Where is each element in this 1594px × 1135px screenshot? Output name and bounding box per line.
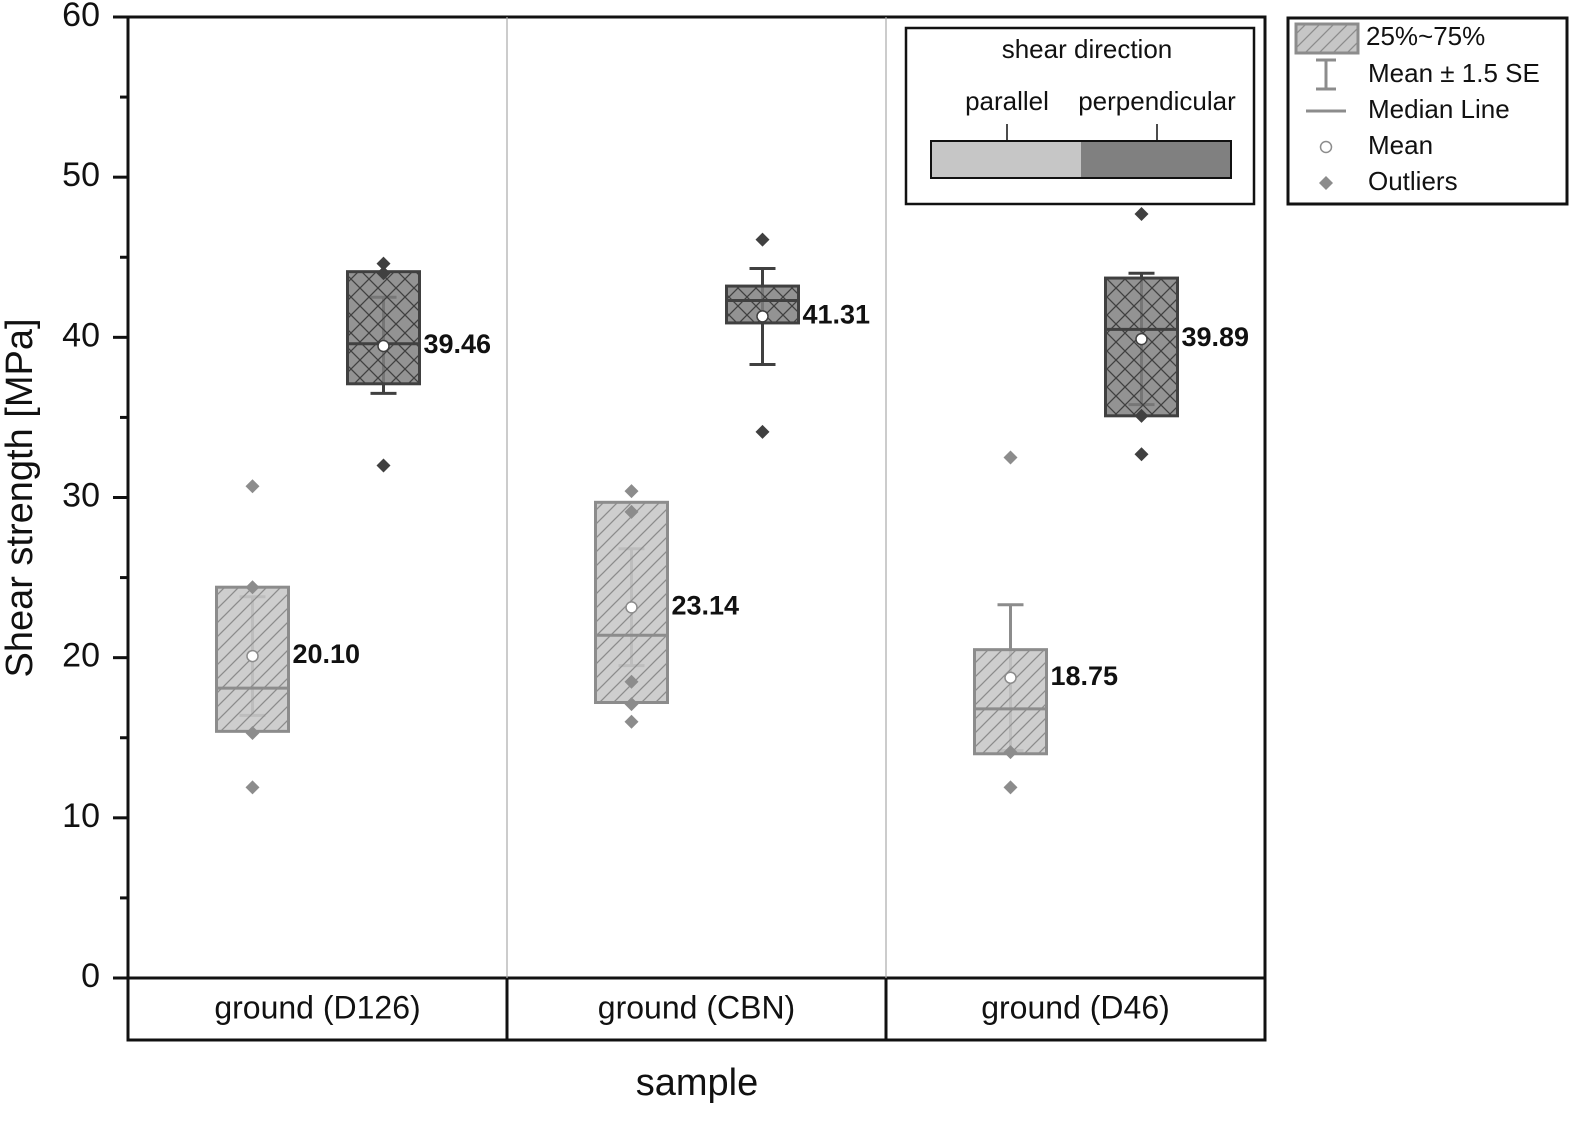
outlier [755,232,770,247]
plot-frame [126,15,1267,1042]
x-tick-label: ground (CBN) [598,989,795,1025]
outlier [376,266,391,281]
legend-box-swatch-hatch [1296,24,1358,53]
outlier [245,780,260,795]
outlier [1003,780,1018,795]
legend-outlier-icon [1319,176,1333,190]
legend-mean-icon [1319,140,1333,154]
y-tick-label: 60 [62,0,100,34]
y-axis-title: Shear strength [MPa] [0,318,41,677]
outlier [1134,207,1149,222]
outlier [376,256,391,271]
box-hatch [1104,276,1179,418]
outlier [1134,408,1149,423]
direction-swatch-frame [930,140,1232,179]
legend-whisker-icon [1316,58,1336,91]
y-tick-label: 0 [81,957,100,995]
y-tick-label: 20 [62,637,100,675]
x-tick-label: ground (D46) [981,989,1170,1025]
x-tick-label: ground (D126) [214,989,420,1025]
mean-label: 39.46 [424,329,492,359]
legend-label: Outliers [1368,166,1458,196]
mean-label: 41.31 [803,299,871,329]
mean-marker [625,601,638,614]
outlier [624,697,639,712]
outlier [1134,447,1149,462]
legend-label: Median Line [1368,94,1510,124]
outlier [1003,745,1018,760]
mean-label: 18.75 [1051,661,1119,691]
legend-label: 25%~75% [1366,21,1485,51]
outlier [245,725,260,740]
outlier [624,504,639,519]
mean-marker [377,339,390,353]
outlier [624,484,639,499]
direction-label: perpendicular [1078,86,1236,116]
legend-label: Mean ± 1.5 SE [1368,58,1540,88]
mean-marker [1004,671,1017,684]
outlier [755,424,770,439]
direction-swatch [931,141,1081,178]
legend-label: Mean [1368,130,1433,160]
outlier [245,479,260,494]
mean-marker [246,649,259,663]
box-hatch [973,648,1048,756]
mean-label: 23.14 [672,590,740,620]
mean-label: 20.10 [293,639,361,669]
outlier [624,714,639,729]
y-tick-label: 10 [62,797,100,835]
outlier [376,458,391,473]
y-tick-label: 40 [62,316,100,354]
y-tick-label: 50 [62,156,100,194]
y-tick-label: 30 [62,476,100,514]
direction-label: parallel [965,86,1049,116]
mean-marker [756,310,769,323]
outlier [1003,450,1018,465]
mean-marker [1135,332,1148,346]
box-hatch [346,270,421,386]
direction-legend-title: shear direction [1002,34,1173,64]
outlier [624,674,639,689]
outlier [245,580,260,595]
x-axis-title: sample [636,1062,759,1104]
direction-swatch [1081,141,1231,178]
mean-label: 39.89 [1182,322,1250,352]
